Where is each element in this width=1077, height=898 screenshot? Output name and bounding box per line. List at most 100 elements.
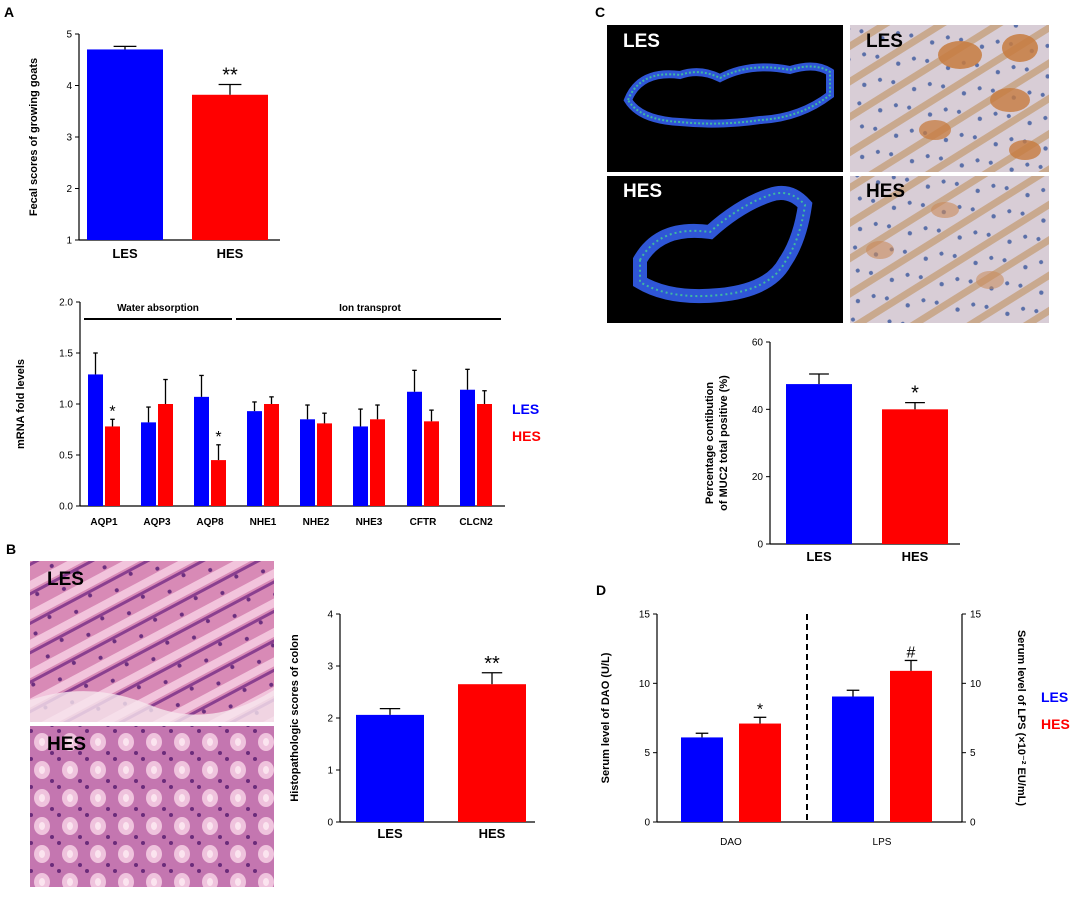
histo-hes-significance: ** bbox=[484, 653, 500, 675]
dao-ylabel: Serum level of DAO (U/L) bbox=[600, 652, 612, 783]
muc2-ytick-label: 60 bbox=[752, 338, 764, 349]
ihc-micrograph-les: LES bbox=[850, 25, 1049, 172]
mrna-ytick-label: 1.5 bbox=[59, 349, 73, 360]
dao-lps-xtick-dao: DAO bbox=[720, 837, 742, 848]
mrna-ytick-label: 2.0 bbox=[59, 298, 73, 309]
muc2-hes-bar bbox=[882, 409, 948, 544]
muc2-ylabel-line2: of MUC2 total positive (%) bbox=[718, 375, 730, 511]
legend-les-a: LES bbox=[512, 401, 539, 417]
mrna-aqp1-hes-significance: * bbox=[109, 403, 115, 420]
fecal-les-bar bbox=[87, 49, 163, 241]
histo-ylabel: Histopathologic scores of colon bbox=[289, 634, 301, 802]
fecal-ytick-label: 4 bbox=[66, 81, 72, 92]
mrna-xtick-aqp3: AQP3 bbox=[143, 517, 171, 528]
ihc-micrograph-hes: HES bbox=[850, 176, 1049, 323]
muc2-xtick-hes: HES bbox=[902, 549, 929, 564]
mrna-aqp8-hes-bar bbox=[211, 460, 226, 506]
mrna-aqp1-les-bar bbox=[88, 374, 103, 506]
fecal-hes-significance: ** bbox=[222, 64, 238, 86]
mrna-nhe2-hes-bar bbox=[317, 423, 332, 506]
mrna-chart: mRNA fold levels Water absorption Ion tr… bbox=[15, 298, 541, 529]
legend-hes-a: HES bbox=[512, 428, 541, 444]
histo-ytick-label: 4 bbox=[327, 610, 333, 621]
mrna-xtick-aqp8: AQP8 bbox=[196, 517, 224, 528]
dao_lps-ytick-label: 15 bbox=[639, 610, 651, 621]
mrna-ytick-label: 0.5 bbox=[59, 451, 73, 462]
ion-group-label: Ion transprot bbox=[339, 303, 401, 314]
mrna-nhe3-les-bar bbox=[353, 426, 368, 506]
mrna-aqp8-hes-significance: * bbox=[215, 429, 221, 446]
he-label-les: LES bbox=[47, 569, 84, 590]
panel-label-d: D bbox=[596, 582, 606, 598]
mrna-xtick-aqp1: AQP1 bbox=[90, 517, 118, 528]
muc2-xtick-les: LES bbox=[806, 549, 832, 564]
fecal-chart: Fecal scores of growing goats 1 2 3 4 5 LES *… bbox=[28, 30, 280, 261]
mrna-ytick-label: 1.0 bbox=[59, 400, 73, 411]
dao-hes-significance: * bbox=[757, 701, 763, 718]
fluor-micrograph-les: LES bbox=[607, 25, 843, 172]
mrna-xtick-nhe2: NHE2 bbox=[303, 517, 330, 528]
mrna-nhe2-les-bar bbox=[300, 419, 315, 506]
he-micrograph-hes: HES bbox=[30, 726, 274, 887]
mrna-clcn2-les-bar bbox=[460, 389, 475, 506]
lps-les-bar bbox=[832, 696, 874, 822]
mrna-ytick-label: 0.0 bbox=[59, 502, 73, 513]
mrna-clcn2-hes-bar bbox=[477, 404, 492, 506]
dao_lps-ytick-right-label: 15 bbox=[970, 610, 982, 621]
water-group-label: Water absorption bbox=[117, 303, 199, 314]
mrna-aqp1-hes-bar bbox=[105, 426, 120, 506]
lps-ylabel: Serum level of LPS (×10⁻² EU/mL) bbox=[1015, 630, 1027, 806]
histo-xtick-les: LES bbox=[377, 826, 403, 841]
fecal-hes-bar bbox=[192, 94, 268, 241]
dao-hes-bar bbox=[739, 723, 781, 822]
muc2-hes-significance: * bbox=[911, 383, 919, 405]
ihc-label-les: LES bbox=[866, 31, 903, 52]
dao_lps-ytick-right-label: 0 bbox=[970, 818, 976, 829]
histo-les-bar bbox=[356, 714, 424, 822]
mrna-nhe3-hes-bar bbox=[370, 419, 385, 506]
mrna-xtick-clcn2: CLCN2 bbox=[459, 517, 493, 528]
histo-ytick-label: 2 bbox=[327, 714, 333, 725]
fecal-ytick-label: 5 bbox=[66, 30, 72, 41]
mrna-xtick-cftr: CFTR bbox=[410, 517, 437, 528]
mrna-xtick-nhe1: NHE1 bbox=[250, 517, 277, 528]
fecal-ylabel: Fecal scores of growing goats bbox=[28, 58, 40, 216]
dao-lps-xtick-lps: LPS bbox=[873, 837, 892, 848]
lps-hes-significance: # bbox=[907, 644, 916, 661]
mrna-nhe1-hes-bar bbox=[264, 404, 279, 506]
muc2-ylabel-line1: Percentage contibution bbox=[704, 382, 716, 505]
mrna-ylabel: mRNA fold levels bbox=[15, 359, 27, 449]
he-label-hes: HES bbox=[47, 734, 86, 755]
dao_lps-ytick-label: 0 bbox=[644, 818, 650, 829]
ihc-label-hes: HES bbox=[866, 181, 905, 202]
dao_lps-ytick-label: 10 bbox=[639, 679, 651, 690]
fecal-ytick-label: 2 bbox=[66, 184, 72, 195]
dao_lps-ytick-right-label: 5 bbox=[970, 748, 976, 759]
fecal-xtick-hes: HES bbox=[217, 246, 244, 261]
dao-lps-chart: Serum level of DAO (U/L) Serum level of … bbox=[600, 610, 1070, 849]
fecal-xtick-les: LES bbox=[112, 246, 138, 261]
histo-ytick-label: 0 bbox=[327, 818, 333, 829]
muc2-ytick-label: 20 bbox=[752, 472, 764, 483]
fecal-ytick-label: 3 bbox=[66, 133, 72, 144]
muc2-les-bar bbox=[786, 384, 852, 544]
fluor-label-les: LES bbox=[623, 31, 660, 52]
mrna-cftr-hes-bar bbox=[424, 421, 439, 506]
mrna-aqp3-les-bar bbox=[141, 422, 156, 506]
dao_lps-ytick-label: 5 bbox=[644, 748, 650, 759]
mrna-aqp3-hes-bar bbox=[158, 404, 173, 506]
histo-chart: Histopathologic scores of colon 0 1 2 3 4 LE… bbox=[289, 610, 535, 841]
panel-label-b: B bbox=[6, 541, 16, 557]
muc2-chart: Percentage contibution of MUC2 total pos… bbox=[704, 338, 960, 564]
mrna-aqp8-les-bar bbox=[194, 396, 209, 506]
legend-les-d: LES bbox=[1041, 689, 1068, 705]
fecal-ytick-label: 1 bbox=[66, 236, 72, 247]
lps-hes-bar bbox=[890, 670, 932, 822]
panel-label-c: C bbox=[595, 4, 605, 20]
mrna-xtick-nhe3: NHE3 bbox=[356, 517, 383, 528]
histo-hes-bar bbox=[458, 684, 526, 822]
dao_lps-ytick-right-label: 10 bbox=[970, 679, 982, 690]
panel-label-a: A bbox=[4, 4, 14, 20]
dao-les-bar bbox=[681, 737, 723, 822]
